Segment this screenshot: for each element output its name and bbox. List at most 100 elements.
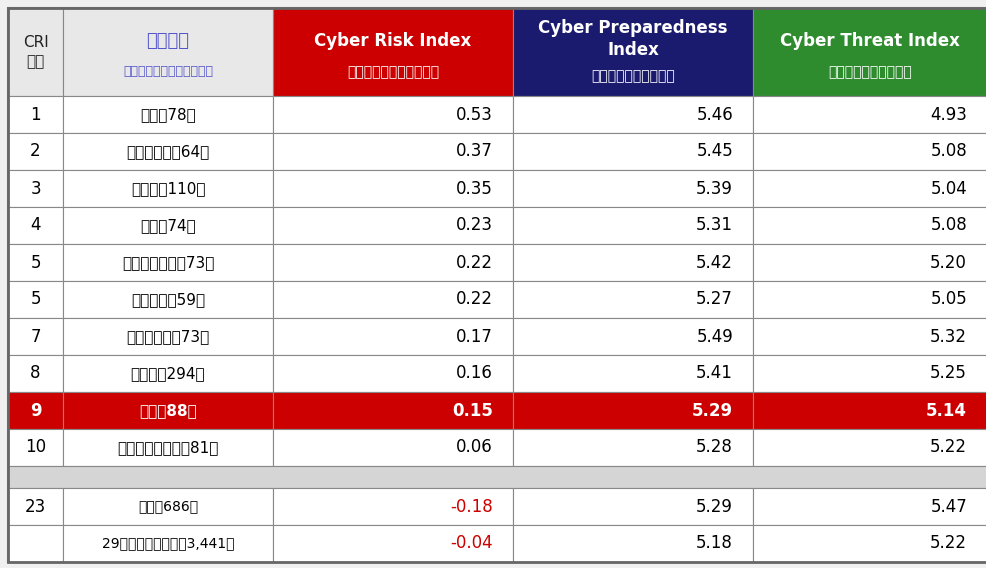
Bar [63, 318, 273, 355]
Text: 5.39: 5.39 [695, 179, 733, 198]
Bar [752, 96, 986, 133]
Text: 国・地域: 国・地域 [146, 32, 189, 51]
Bar [63, 281, 273, 318]
Bar [8, 96, 63, 133]
Text: ベトナム（59）: ベトナム（59） [131, 292, 205, 307]
Text: Cyber Risk Index: Cyber Risk Index [315, 32, 471, 51]
Bar [8, 488, 63, 525]
Bar [63, 355, 273, 392]
Bar [273, 488, 513, 525]
Bar [273, 355, 513, 392]
Bar [752, 207, 986, 244]
Text: 10: 10 [25, 438, 46, 457]
Text: （サイバー予防指数）: （サイバー予防指数） [591, 70, 674, 83]
Bar [63, 133, 273, 170]
Bar [513, 207, 752, 244]
Bar [273, 244, 513, 281]
Bar [8, 318, 63, 355]
Text: 0.06: 0.06 [456, 438, 492, 457]
Bar [513, 96, 752, 133]
Text: 0.16: 0.16 [456, 365, 492, 382]
Bar [273, 8, 513, 96]
Bar [752, 318, 986, 355]
Bar [8, 170, 63, 207]
Text: 5.04: 5.04 [930, 179, 966, 198]
Text: 5.25: 5.25 [929, 365, 966, 382]
Bar [8, 429, 63, 466]
Text: 台湾（78）: 台湾（78） [140, 107, 195, 122]
Text: 2: 2 [31, 143, 40, 161]
Text: 5.29: 5.29 [691, 402, 733, 420]
Text: 5.46: 5.46 [695, 106, 733, 123]
Text: 5.22: 5.22 [929, 534, 966, 553]
Text: フィリピン（73）: フィリピン（73） [126, 329, 209, 344]
Text: 0.23: 0.23 [456, 216, 492, 235]
Text: 5.42: 5.42 [695, 253, 733, 272]
Bar [273, 429, 513, 466]
Text: -0.18: -0.18 [450, 498, 492, 516]
Text: 0.35: 0.35 [456, 179, 492, 198]
Text: Cyber Threat Index: Cyber Threat Index [779, 32, 959, 51]
Text: 5.27: 5.27 [695, 290, 733, 308]
Bar [8, 207, 63, 244]
Bar [752, 133, 986, 170]
Bar [63, 8, 273, 96]
Bar [752, 281, 986, 318]
Text: 5.20: 5.20 [929, 253, 966, 272]
Text: マレーシア（64）: マレーシア（64） [126, 144, 209, 159]
Bar [273, 525, 513, 562]
Bar [63, 244, 273, 281]
Bar [513, 318, 752, 355]
Bar [513, 392, 752, 429]
Text: 5.05: 5.05 [930, 290, 966, 308]
Bar [513, 525, 752, 562]
Text: 0.53: 0.53 [456, 106, 492, 123]
Bar [513, 429, 752, 466]
Bar [273, 170, 513, 207]
Text: カナダ（294）: カナダ（294） [130, 366, 205, 381]
Text: 5.47: 5.47 [930, 498, 966, 516]
Text: 5.22: 5.22 [929, 438, 966, 457]
Bar [63, 207, 273, 244]
Bar [63, 488, 273, 525]
Bar [8, 133, 63, 170]
Text: 23: 23 [25, 498, 46, 516]
Bar [8, 525, 63, 562]
Text: 0.22: 0.22 [456, 290, 492, 308]
Text: CRI
順位: CRI 順位 [23, 35, 48, 69]
Bar [63, 429, 273, 466]
Bar [8, 355, 63, 392]
Text: 0.37: 0.37 [456, 143, 492, 161]
Bar [513, 355, 752, 392]
Text: 日本（88）: 日本（88） [139, 403, 196, 418]
Text: 7: 7 [31, 328, 40, 345]
Bar [752, 525, 986, 562]
Bar [8, 392, 63, 429]
Text: インド（110）: インド（110） [130, 181, 205, 196]
Text: 4.93: 4.93 [929, 106, 966, 123]
Bar [513, 488, 752, 525]
Text: 5.32: 5.32 [929, 328, 966, 345]
Bar [8, 466, 986, 488]
Text: 29の国・地域合計（3,441）: 29の国・地域合計（3,441） [102, 537, 234, 550]
Text: インドネシア（73）: インドネシア（73） [121, 255, 214, 270]
Text: 4: 4 [31, 216, 40, 235]
Text: -0.04: -0.04 [450, 534, 492, 553]
Bar [273, 207, 513, 244]
Text: 5.31: 5.31 [695, 216, 733, 235]
Bar [513, 133, 752, 170]
Bar [8, 8, 63, 96]
Text: （サイバーリスク指数）: （サイバーリスク指数） [347, 65, 439, 80]
Text: 5.28: 5.28 [695, 438, 733, 457]
Bar [8, 281, 63, 318]
Text: 5.29: 5.29 [695, 498, 733, 516]
Text: 米国（686）: 米国（686） [138, 499, 198, 513]
Text: 8: 8 [31, 365, 40, 382]
Bar [273, 392, 513, 429]
Bar [752, 488, 986, 525]
Bar [63, 170, 273, 207]
Text: 0.15: 0.15 [452, 402, 492, 420]
Bar [752, 392, 986, 429]
Text: Cyber Preparedness
Index: Cyber Preparedness Index [537, 19, 727, 59]
Text: 5.49: 5.49 [695, 328, 733, 345]
